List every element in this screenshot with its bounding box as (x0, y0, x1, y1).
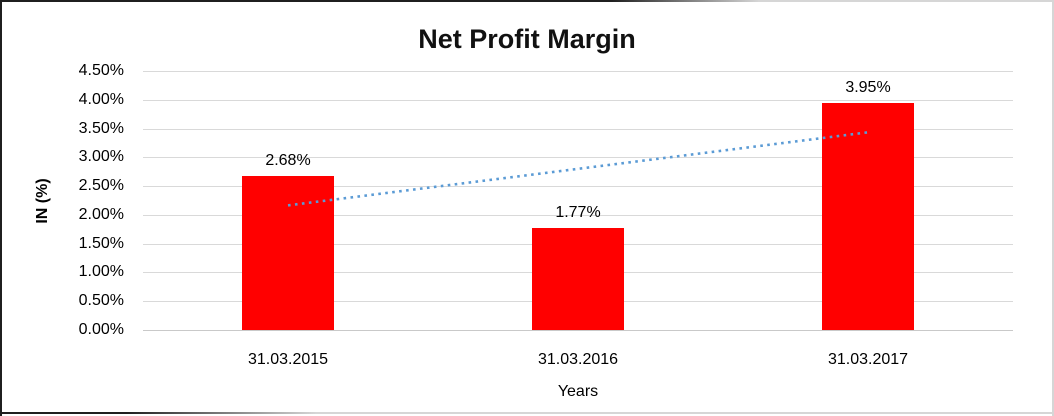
chart-border-top (0, 0, 1054, 2)
x-axis-title: Years (557, 383, 599, 400)
category-label: 31.03.2015 (247, 351, 329, 368)
data-label: 2.68% (265, 151, 311, 169)
bar-31.03.2017 (822, 102, 914, 330)
gridline (143, 214, 1013, 216)
bar-31.03.2016 (532, 228, 624, 330)
chart-border-right (1052, 0, 1054, 416)
y-tick-label: 2.00% (78, 205, 124, 223)
y-tick-label: 0.00% (78, 321, 124, 338)
chart-border-bottom (0, 412, 1054, 414)
category-label: 31.03.2017 (827, 351, 909, 368)
chart-title: Net Profit Margin (418, 24, 636, 54)
x-axis-line (143, 330, 1013, 331)
bar-31.03.2015 (242, 175, 334, 330)
y-tick-label: 2.50% (78, 177, 124, 195)
gridline (143, 99, 1013, 101)
y-tick-label: 3.00% (78, 148, 124, 166)
y-tick-label: 1.00% (78, 263, 124, 281)
y-tick-label: 3.50% (78, 119, 124, 137)
gridline (143, 71, 1013, 72)
y-axis-title: IN (%) (34, 178, 51, 224)
category-label: 31.03.2016 (537, 351, 619, 368)
data-label: 3.95% (845, 78, 891, 96)
gridline (143, 128, 1013, 130)
plot-area: 2.68% 1.77% 3.95% (143, 71, 1013, 331)
y-tick-label: 4.00% (78, 90, 124, 108)
data-label: 1.77% (555, 204, 601, 222)
y-tick-label: 1.50% (78, 234, 124, 252)
y-tick-label: 4.50% (78, 62, 124, 79)
chart-border-left (0, 0, 2, 416)
y-tick-label: 0.50% (78, 292, 124, 310)
